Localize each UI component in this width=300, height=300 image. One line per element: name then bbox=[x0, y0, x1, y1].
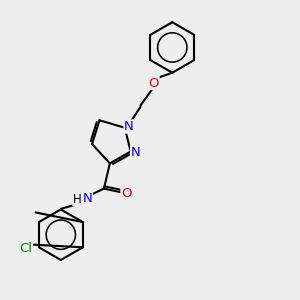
Text: N: N bbox=[83, 192, 92, 205]
Text: O: O bbox=[148, 76, 159, 90]
Text: H: H bbox=[73, 193, 82, 206]
Text: Cl: Cl bbox=[19, 242, 32, 255]
Text: O: O bbox=[121, 187, 131, 200]
Text: N: N bbox=[130, 146, 140, 159]
Text: N: N bbox=[124, 120, 134, 133]
